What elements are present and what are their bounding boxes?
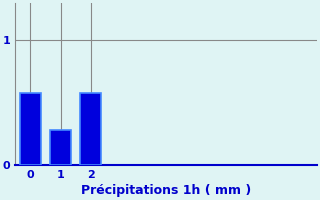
Bar (20, 93, 41, 165)
Bar (50, 130, 71, 165)
X-axis label: Précipitations 1h ( mm ): Précipitations 1h ( mm ) (81, 184, 252, 197)
Bar (80, 93, 101, 165)
